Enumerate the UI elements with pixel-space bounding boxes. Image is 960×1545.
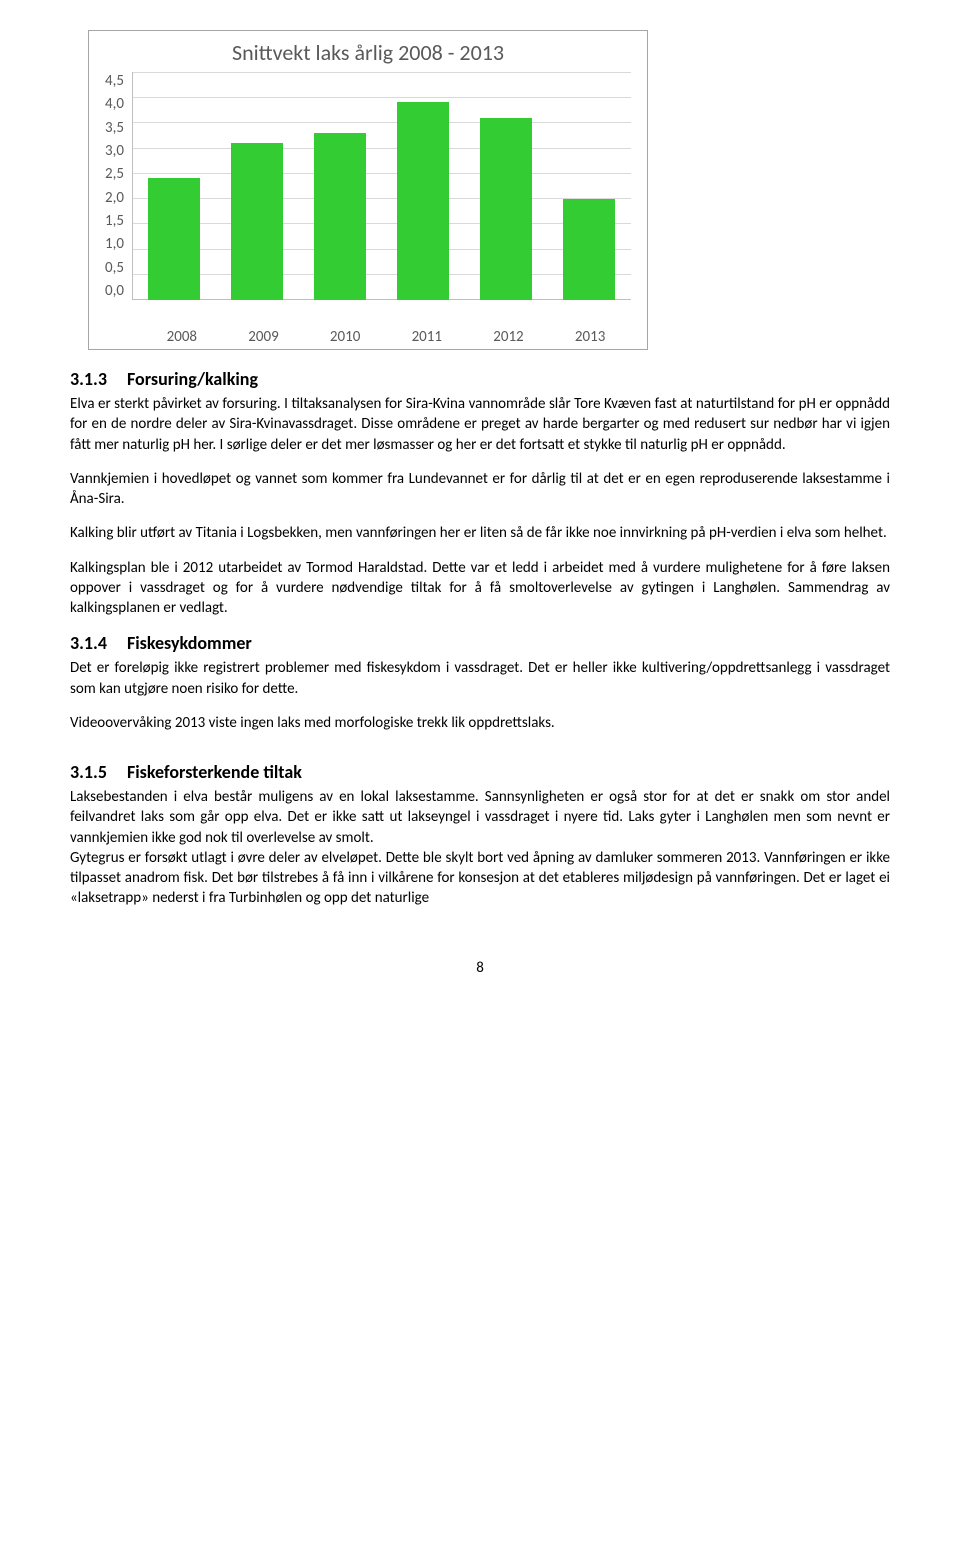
section-title: Forsuring/kalking — [127, 368, 258, 390]
y-tick-label: 2,0 — [105, 189, 124, 207]
bar-chart: Snittvekt laks årlig 2008 - 2013 4,5 4,0 3… — [88, 30, 648, 350]
y-tick-label: 3,0 — [105, 142, 124, 160]
paragraph: Kalkingsplan ble i 2012 utarbeidet av To… — [70, 558, 890, 619]
x-tick-label: 2011 — [401, 328, 453, 346]
paragraph: Vannkjemien i hovedløpet og vannet som k… — [70, 469, 890, 510]
y-tick-label: 1,0 — [105, 235, 124, 253]
bar — [314, 133, 366, 300]
y-tick-label: 1,5 — [105, 212, 124, 230]
x-tick-label: 2009 — [237, 328, 289, 346]
bar — [563, 199, 615, 300]
page-number: 8 — [70, 959, 890, 977]
y-tick-label: 4,5 — [105, 72, 124, 90]
bar — [480, 118, 532, 300]
bar — [397, 102, 449, 300]
x-tick-label: 2013 — [564, 328, 616, 346]
x-tick-label: 2012 — [482, 328, 534, 346]
y-tick-label: 0,5 — [105, 259, 124, 277]
y-tick-label: 4,0 — [105, 95, 124, 113]
section-heading-forsuring: 3.1.3 Forsuring/kalking — [70, 368, 890, 390]
section-heading-fiskeforsterkende: 3.1.5 Fiskeforsterkende tiltak — [70, 761, 890, 783]
y-axis: 4,5 4,0 3,5 3,0 2,5 2,0 1,5 1,0 0,5 0,0 — [105, 72, 132, 300]
paragraph: Laksebestanden i elva består muligens av… — [70, 787, 890, 848]
chart-plot-area: 4,5 4,0 3,5 3,0 2,5 2,0 1,5 1,0 0,5 0,0 — [105, 72, 631, 322]
x-tick-label: 2010 — [319, 328, 371, 346]
plot — [132, 72, 631, 300]
chart-title: Snittvekt laks årlig 2008 - 2013 — [105, 39, 631, 66]
section-num: 3.1.5 — [70, 761, 107, 783]
bars — [133, 72, 631, 300]
bar — [231, 143, 283, 300]
section-heading-fiskesykdommer: 3.1.4 Fiskesykdommer — [70, 632, 890, 654]
bar — [148, 178, 200, 300]
section-title: Fiskesykdommer — [127, 632, 252, 654]
section-title: Fiskeforsterkende tiltak — [127, 761, 302, 783]
section-num: 3.1.4 — [70, 632, 107, 654]
y-tick-label: 0,0 — [105, 282, 124, 300]
y-tick-label: 3,5 — [105, 119, 124, 137]
section-num: 3.1.3 — [70, 368, 107, 390]
paragraph: Gytegrus er forsøkt utlagt i øvre deler … — [70, 848, 890, 909]
paragraph: Det er foreløpig ikke registrert problem… — [70, 658, 890, 699]
x-axis: 2008 2009 2010 2011 2012 2013 — [141, 328, 631, 346]
paragraph: Elva er sterkt påvirket av forsuring. I … — [70, 394, 890, 455]
x-tick-label: 2008 — [156, 328, 208, 346]
paragraph: Kalking blir utført av Titania i Logsbek… — [70, 523, 890, 543]
paragraph: Videoovervåking 2013 viste ingen laks me… — [70, 713, 890, 733]
y-tick-label: 2,5 — [105, 165, 124, 183]
